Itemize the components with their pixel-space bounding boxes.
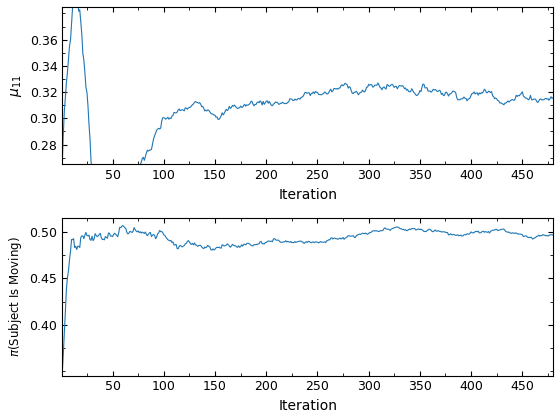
X-axis label: Iteration: Iteration: [278, 188, 337, 202]
Y-axis label: $\mu_{11}$: $\mu_{11}$: [9, 74, 24, 97]
X-axis label: Iteration: Iteration: [278, 399, 337, 413]
Y-axis label: $\pi$(Subject Is Moving): $\pi$(Subject Is Moving): [7, 236, 24, 357]
